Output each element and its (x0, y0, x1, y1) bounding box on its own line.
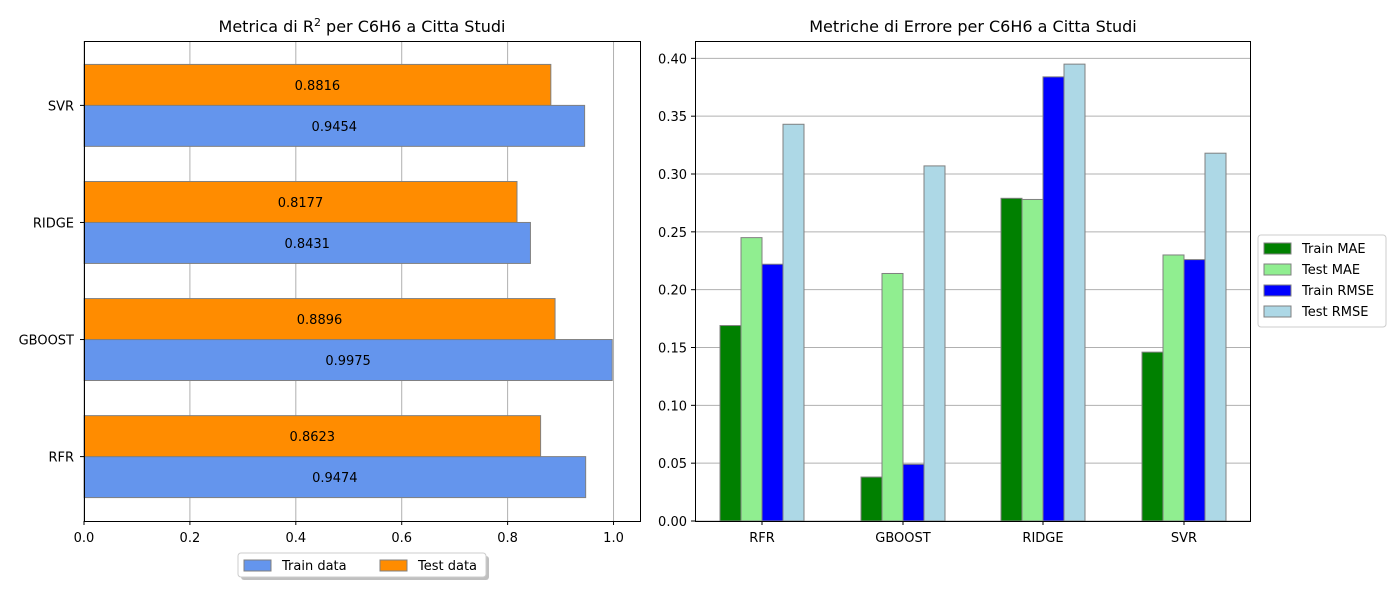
error-y-tick-label: 0.00 (658, 515, 687, 530)
r2-bar-test-data-svr (83, 63, 552, 106)
error-legend-swatch-test-rmse (1263, 305, 1292, 318)
r2-legend-label-test-data: Test data (417, 559, 477, 574)
r2-value-label-test-data-ridge: 0.8177 (278, 196, 324, 211)
r2-data-labels: 0.9474 0.8623 0.9975 0.8896 0.8431 0.8177 0.94… (278, 79, 371, 486)
r2-y-tick-label-rfr: RFR (48, 451, 74, 466)
r2-bar-train-data-svr (83, 104, 586, 147)
error-legend-swatch-train-mae (1263, 242, 1292, 255)
error-x-tick-label-svr: SVR (1171, 531, 1197, 546)
error-legend-label-test-mae: Test MAE (1301, 263, 1360, 278)
r2-x-tick-label: 0.8 (497, 531, 518, 546)
error-bar-train-rmse-rfr (761, 263, 784, 522)
r2-bar-test-data-ridge (83, 180, 518, 223)
error-y-tick-label: 0.15 (658, 342, 687, 357)
r2-plot-frame (84, 41, 641, 522)
error-bar-test-mae-gboost (881, 272, 904, 522)
error-y-tick-label: 0.35 (658, 110, 687, 125)
error-x-tick-label-rfr: RFR (749, 531, 775, 546)
r2-chart-title: Metrica di R2 per C6H6 a Citta Studi (219, 16, 506, 36)
error-y-tick-labels: 0.00 0.05 0.10 0.15 0.20 0.25 0.30 0.35 0.40 (658, 52, 695, 530)
error-y-tick-label: 0.20 (658, 284, 687, 299)
error-bar-train-mae-rfr (719, 325, 742, 522)
r2-bar-test-data-gboost (83, 298, 556, 341)
r2-value-label-test-data-gboost: 0.8896 (297, 313, 343, 328)
r2-value-label-test-data-rfr: 0.8623 (290, 430, 336, 445)
error-bar-train-mae-gboost (860, 476, 883, 522)
r2-x-tick-label: 0.4 (285, 531, 306, 546)
r2-x-tick-label: 1.0 (603, 531, 624, 546)
r2-chart: Metrica di R2 per C6H6 a Citta Studi 0.9… (19, 16, 641, 580)
r2-value-label-train-data-ridge: 0.8431 (284, 237, 330, 252)
error-plot-frame (695, 41, 1251, 522)
error-legend-label-train-mae: Train MAE (1301, 242, 1366, 257)
error-legend: Train MAE Test MAE Train RMSE Test RMSE (1257, 234, 1387, 328)
error-y-tick-label: 0.10 (658, 399, 687, 414)
r2-value-label-train-data-svr: 0.9454 (312, 120, 358, 135)
error-bar-test-mae-rfr (740, 237, 763, 522)
r2-value-label-train-data-rfr: 0.9474 (312, 471, 358, 486)
error-bar-train-rmse-ridge (1042, 76, 1065, 522)
r2-value-label-train-data-gboost: 0.9975 (325, 354, 371, 369)
r2-value-label-test-data-svr: 0.8816 (295, 79, 341, 94)
error-bar-train-mae-ridge (1000, 197, 1023, 522)
error-x-tick-label-ridge: RIDGE (1022, 531, 1063, 546)
r2-y-tick-label-gboost: GBOOST (19, 334, 74, 349)
r2-bar-train-data-ridge (83, 221, 531, 264)
error-bar-test-rmse-ridge (1063, 63, 1086, 522)
r2-legend-label-train-data: Train data (281, 559, 347, 574)
error-legend-box (1257, 234, 1387, 328)
error-y-tick-label: 0.25 (658, 226, 687, 241)
r2-y-tick-label-svr: SVR (48, 99, 74, 114)
error-bars (719, 63, 1227, 522)
r2-x-tick-label: 0.0 (74, 531, 95, 546)
error-legend-label-train-rmse: Train RMSE (1301, 284, 1374, 299)
error-bar-test-rmse-gboost (923, 165, 946, 522)
error-bar-test-mae-svr (1162, 254, 1185, 522)
error-chart: Metriche di Errore per C6H6 a Citta Stud… (658, 17, 1387, 546)
error-bar-test-mae-ridge (1021, 198, 1044, 522)
error-y-tick-label: 0.40 (658, 52, 687, 67)
r2-legend: Train data Test data (237, 552, 489, 580)
r2-bar-train-data-rfr (83, 456, 587, 499)
error-bar-test-rmse-rfr (782, 123, 805, 522)
r2-x-tick-labels: 0.0 0.2 0.4 0.6 0.8 1.0 (74, 521, 624, 546)
r2-x-tick-label: 0.2 (180, 531, 201, 546)
error-chart-title: Metriche di Errore per C6H6 a Citta Stud… (809, 17, 1137, 36)
r2-y-tick-labels: RFR GBOOST RIDGE SVR (19, 99, 84, 466)
error-legend-label-test-rmse: Test RMSE (1301, 305, 1368, 320)
error-legend-swatch-test-mae (1263, 263, 1292, 276)
r2-x-tick-label: 0.6 (391, 531, 412, 546)
error-legend-swatch-train-rmse (1263, 284, 1292, 297)
r2-legend-swatch-test-data (379, 559, 408, 572)
error-bar-train-mae-svr (1141, 351, 1164, 522)
r2-y-tick-label-ridge: RIDGE (33, 216, 74, 231)
error-x-tick-labels: RFR GBOOST RIDGE SVR (749, 521, 1197, 546)
error-bar-test-rmse-svr (1204, 152, 1227, 522)
r2-bars (83, 63, 613, 499)
error-bar-train-rmse-gboost (902, 463, 925, 522)
error-y-tick-label: 0.05 (658, 457, 687, 472)
r2-bar-train-data-gboost (83, 339, 613, 382)
error-x-tick-label-gboost: GBOOST (875, 531, 930, 546)
error-y-tick-label: 0.30 (658, 168, 687, 183)
r2-legend-swatch-train-data (243, 559, 272, 572)
error-bar-train-rmse-svr (1183, 259, 1206, 522)
r2-legend-box (237, 552, 487, 578)
